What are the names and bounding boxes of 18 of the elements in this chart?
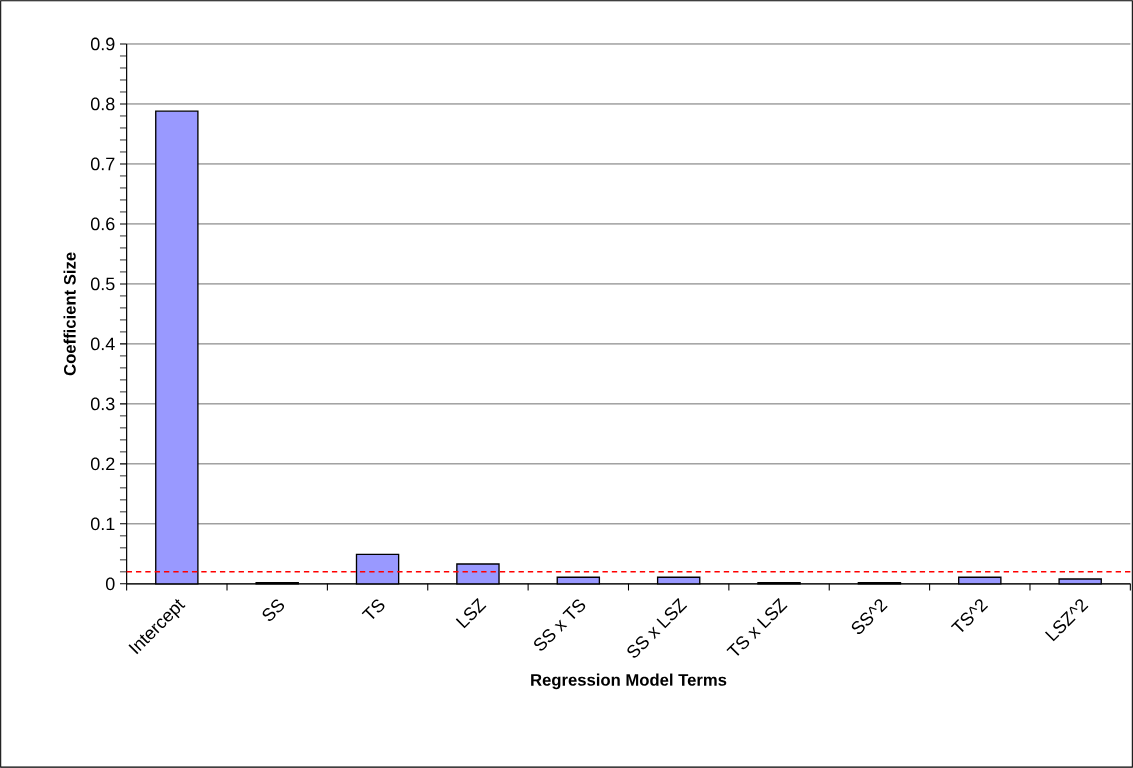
- x-tick-label: SS: [262, 599, 285, 622]
- y-tick-label: 0.9: [90, 37, 115, 51]
- y-tick-label: 0.7: [90, 157, 115, 171]
- y-tick-label: 0.1: [90, 517, 115, 531]
- x-tick-label: SS x TS: [534, 599, 586, 651]
- x-tick-label: SS x LSZ: [627, 598, 688, 658]
- x-tick-label: TS: [361, 599, 385, 620]
- y-tick-label: 0.4: [90, 337, 115, 351]
- x-axis-title: Regression Model Terms: [531, 673, 727, 690]
- y-tick-label: 0.2: [90, 457, 115, 471]
- y-tick-label: 0.8: [90, 97, 115, 111]
- y-tick-label: 0.3: [90, 397, 115, 411]
- y-tick-label: 0: [105, 577, 115, 591]
- x-tick-label: TS x LSZ: [726, 598, 788, 656]
- y-tick-label: 0.5: [90, 277, 115, 291]
- y-axis-title: Coefficient Size: [63, 252, 76, 376]
- y-tick-label: 0.6: [90, 217, 115, 231]
- x-tick-label: LSZ: [455, 598, 487, 629]
